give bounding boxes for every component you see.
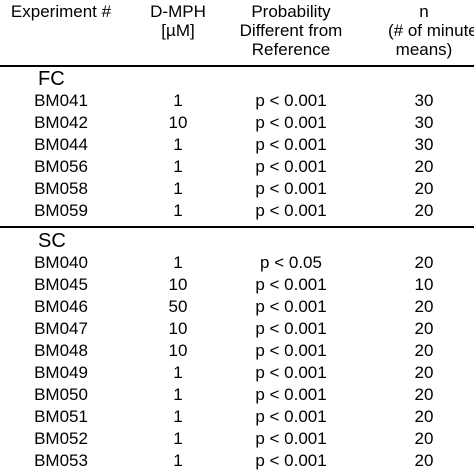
concentration-cell: 10 xyxy=(168,319,188,338)
experiment-id-cell: BM053 xyxy=(34,451,88,470)
experiment-id-cell: BM058 xyxy=(34,179,88,198)
header-n-line: n xyxy=(419,2,429,21)
concentration-cell: 1 xyxy=(173,253,183,272)
probability-cell: p < 0.001 xyxy=(255,91,327,110)
experiment-id-cell: BM056 xyxy=(34,157,88,176)
experiment-id-cell: BM044 xyxy=(34,135,88,154)
table-row: BM044 1 p < 0.001 30 xyxy=(0,134,474,156)
table-row: BM045 10 p < 0.001 10 xyxy=(0,274,474,296)
probability-cell: p < 0.001 xyxy=(255,319,327,338)
header-probability: Probability Different from Reference xyxy=(226,2,356,59)
probability-cell: p < 0.001 xyxy=(255,429,327,448)
probability-cell: p < 0.001 xyxy=(255,297,327,316)
table-row: BM058 1 p < 0.001 20 xyxy=(0,178,474,200)
n-cell: 20 xyxy=(414,319,434,338)
concentration-cell: 10 xyxy=(168,341,188,360)
probability-cell: p < 0.001 xyxy=(255,341,327,360)
header-concentration: D-MPH [µM] xyxy=(142,2,214,40)
concentration-cell: 1 xyxy=(173,385,183,404)
experiment-id-cell: BM048 xyxy=(34,341,88,360)
probability-cell: p < 0.001 xyxy=(255,363,327,382)
probability-cell: p < 0.001 xyxy=(255,135,327,154)
concentration-cell: 1 xyxy=(173,407,183,426)
header-experiment-line: Experiment # xyxy=(10,2,112,21)
n-cell: 20 xyxy=(414,179,434,198)
header-probability-line: Probability xyxy=(251,2,331,21)
n-cell: 20 xyxy=(414,297,434,316)
probability-cell: p < 0.001 xyxy=(255,157,327,176)
experiment-id-cell: BM051 xyxy=(34,407,88,426)
n-cell: 20 xyxy=(414,407,434,426)
experiment-id-cell: BM047 xyxy=(34,319,88,338)
experiment-id-cell: BM046 xyxy=(34,297,88,316)
table-row: BM046 50 p < 0.001 20 xyxy=(0,296,474,318)
concentration-cell: 1 xyxy=(173,91,183,110)
experiment-id-cell: BM040 xyxy=(34,253,88,272)
table-row: BM059 1 p < 0.001 20 xyxy=(0,200,474,222)
group-label-sc: SC xyxy=(38,230,66,252)
header-n-line: means) xyxy=(395,40,453,59)
n-cell: 30 xyxy=(414,113,434,132)
probability-cell: p < 0.001 xyxy=(255,201,327,220)
table-row: BM047 10 p < 0.001 20 xyxy=(0,318,474,340)
experiment-id-cell: BM050 xyxy=(34,385,88,404)
concentration-cell: 1 xyxy=(173,135,183,154)
experiment-id-cell: BM049 xyxy=(34,363,88,382)
n-cell: 20 xyxy=(414,341,434,360)
table-row: BM042 10 p < 0.001 30 xyxy=(0,112,474,134)
group-divider xyxy=(0,226,474,228)
header-concentration-line: D-MPH xyxy=(150,2,206,21)
probability-cell: p < 0.001 xyxy=(255,385,327,404)
table-row: BM040 1 p < 0.05 20 xyxy=(0,252,474,274)
n-cell: 30 xyxy=(414,91,434,110)
concentration-cell: 1 xyxy=(173,429,183,448)
concentration-cell: 10 xyxy=(168,275,188,294)
header-probability-line: Different from xyxy=(239,21,343,40)
table-row: BM053 1 p < 0.001 20 xyxy=(0,450,474,472)
table-row: BM056 1 p < 0.001 20 xyxy=(0,156,474,178)
concentration-cell: 1 xyxy=(173,451,183,470)
experiment-id-cell: BM045 xyxy=(34,275,88,294)
table-row: BM050 1 p < 0.001 20 xyxy=(0,384,474,406)
header-n: n (# of minute means) xyxy=(388,2,474,59)
concentration-cell: 1 xyxy=(173,201,183,220)
concentration-cell: 1 xyxy=(173,179,183,198)
group-label-fc: FC xyxy=(38,68,65,90)
n-cell: 20 xyxy=(414,363,434,382)
experiment-id-cell: BM042 xyxy=(34,113,88,132)
probability-cell: p < 0.001 xyxy=(255,451,327,470)
experiment-id-cell: BM041 xyxy=(34,91,88,110)
n-cell: 10 xyxy=(414,275,434,294)
table-row: BM049 1 p < 0.001 20 xyxy=(0,362,474,384)
header-divider xyxy=(0,65,474,67)
concentration-cell: 1 xyxy=(173,363,183,382)
n-cell: 20 xyxy=(414,253,434,272)
n-cell: 30 xyxy=(414,135,434,154)
table-row: BM052 1 p < 0.001 20 xyxy=(0,428,474,450)
probability-cell: p < 0.001 xyxy=(255,113,327,132)
n-cell: 20 xyxy=(414,429,434,448)
probability-cell: p < 0.001 xyxy=(255,275,327,294)
n-cell: 20 xyxy=(414,385,434,404)
n-cell: 20 xyxy=(414,451,434,470)
header-concentration-line: [µM] xyxy=(161,21,195,40)
experiment-id-cell: BM052 xyxy=(34,429,88,448)
n-cell: 20 xyxy=(414,157,434,176)
concentration-cell: 1 xyxy=(173,157,183,176)
concentration-cell: 50 xyxy=(168,297,188,316)
experiment-id-cell: BM059 xyxy=(34,201,88,220)
n-cell: 20 xyxy=(414,201,434,220)
concentration-cell: 10 xyxy=(168,113,188,132)
table-row: BM048 10 p < 0.001 20 xyxy=(0,340,474,362)
probability-cell: p < 0.001 xyxy=(255,407,327,426)
probability-cell: p < 0.001 xyxy=(255,179,327,198)
header-experiment: Experiment # xyxy=(2,2,120,21)
probability-cell: p < 0.05 xyxy=(260,253,322,272)
header-probability-line: Reference xyxy=(251,40,331,59)
header-n-line: (# of minute xyxy=(388,21,474,40)
table-row: BM041 1 p < 0.001 30 xyxy=(0,90,474,112)
table-row: BM051 1 p < 0.001 20 xyxy=(0,406,474,428)
